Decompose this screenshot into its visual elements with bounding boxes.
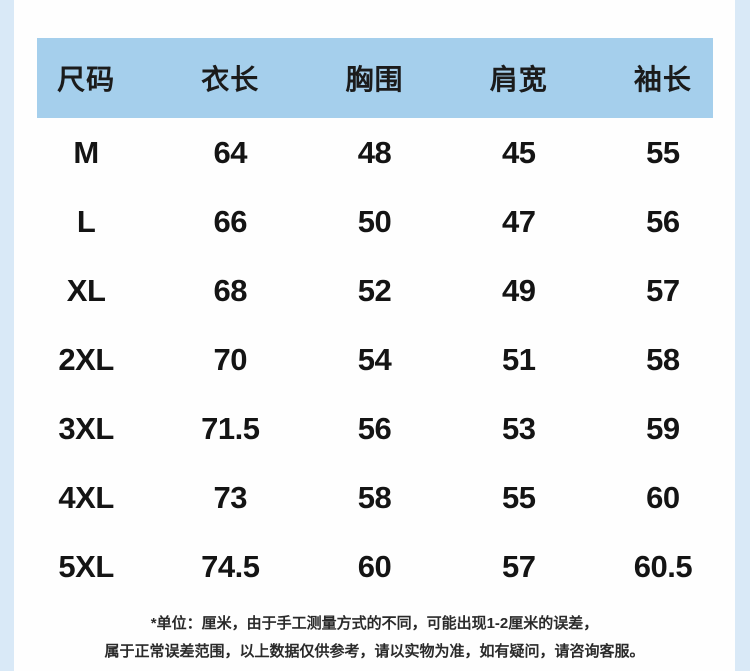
size-cell: 4XL <box>58 479 114 515</box>
column-header-shoulder: 肩宽 <box>489 64 548 95</box>
size-cell: XL <box>66 272 106 308</box>
measurement-cell: 59 <box>646 410 680 446</box>
measurement-cell: 55 <box>501 479 536 515</box>
column-header-length: 衣长 <box>201 64 260 95</box>
table-row: L 66 50 47 56 <box>14 187 735 256</box>
measurement-cell: 53 <box>501 410 536 446</box>
size-cell: M <box>73 134 99 170</box>
table-row: 5XL 74.5 60 57 60.5 <box>14 532 735 601</box>
measurement-cell: 60.5 <box>633 548 693 584</box>
size-cell: 3XL <box>58 410 114 446</box>
measurement-cell: 60 <box>646 479 680 515</box>
measurement-cell: 54 <box>357 341 392 377</box>
measurement-cell: 49 <box>501 272 536 308</box>
measurement-cell: 47 <box>501 203 536 239</box>
table-header-band <box>37 38 713 118</box>
size-chart-card: 尺码 衣长 胸围 肩宽 袖长 M 64 48 45 55 L 66 50 47 … <box>14 0 735 671</box>
size-cell: 5XL <box>58 548 114 584</box>
measurement-cell: 57 <box>501 548 536 584</box>
measurement-cell: 60 <box>357 548 392 584</box>
measurement-cell: 50 <box>357 203 392 239</box>
measurement-cell: 56 <box>646 203 680 239</box>
measurement-disclaimer: *单位：厘米，由于手工测量方式的不同，可能出现1-2厘米的误差， 属于正常误差范… <box>14 610 735 666</box>
table-row: M 64 48 45 55 <box>14 118 735 187</box>
measurement-cell: 73 <box>213 479 248 515</box>
table-row: 3XL 71.5 56 53 59 <box>14 394 735 463</box>
measurement-cell: 71.5 <box>201 410 260 446</box>
size-cell: 2XL <box>58 341 114 377</box>
table-row: XL 68 52 49 57 <box>14 256 735 325</box>
size-table: 尺码 衣长 胸围 肩宽 袖长 M 64 48 45 55 L 66 50 47 … <box>14 38 735 601</box>
measurement-cell: 58 <box>646 341 680 377</box>
table-header-row: 尺码 衣长 胸围 肩宽 袖长 <box>14 38 735 118</box>
column-header-sleeve: 袖长 <box>633 64 692 95</box>
measurement-cell: 45 <box>501 134 536 170</box>
measurement-cell: 66 <box>213 203 248 239</box>
measurement-cell: 74.5 <box>201 548 260 584</box>
disclaimer-line-2: 属于正常误差范围，以上数据仅供参考，请以实物为准，如有疑问，请咨询客服。 <box>104 643 645 660</box>
measurement-cell: 51 <box>501 341 536 377</box>
measurement-cell: 57 <box>646 272 680 308</box>
measurement-cell: 70 <box>213 341 248 377</box>
measurement-cell: 58 <box>357 479 392 515</box>
column-header-size: 尺码 <box>57 64 116 95</box>
table-row: 4XL 73 58 55 60 <box>14 463 735 532</box>
measurement-cell: 52 <box>357 272 392 308</box>
measurement-cell: 68 <box>213 272 248 308</box>
table-row: 2XL 70 54 51 58 <box>14 325 735 394</box>
disclaimer-line-1: *单位：厘米，由于手工测量方式的不同，可能出现1-2厘米的误差， <box>150 615 599 632</box>
measurement-cell: 64 <box>213 134 248 170</box>
size-cell: L <box>76 203 96 239</box>
measurement-cell: 55 <box>646 134 680 170</box>
measurement-cell: 48 <box>357 134 392 170</box>
column-header-chest: 胸围 <box>345 64 404 95</box>
measurement-cell: 56 <box>357 410 392 446</box>
